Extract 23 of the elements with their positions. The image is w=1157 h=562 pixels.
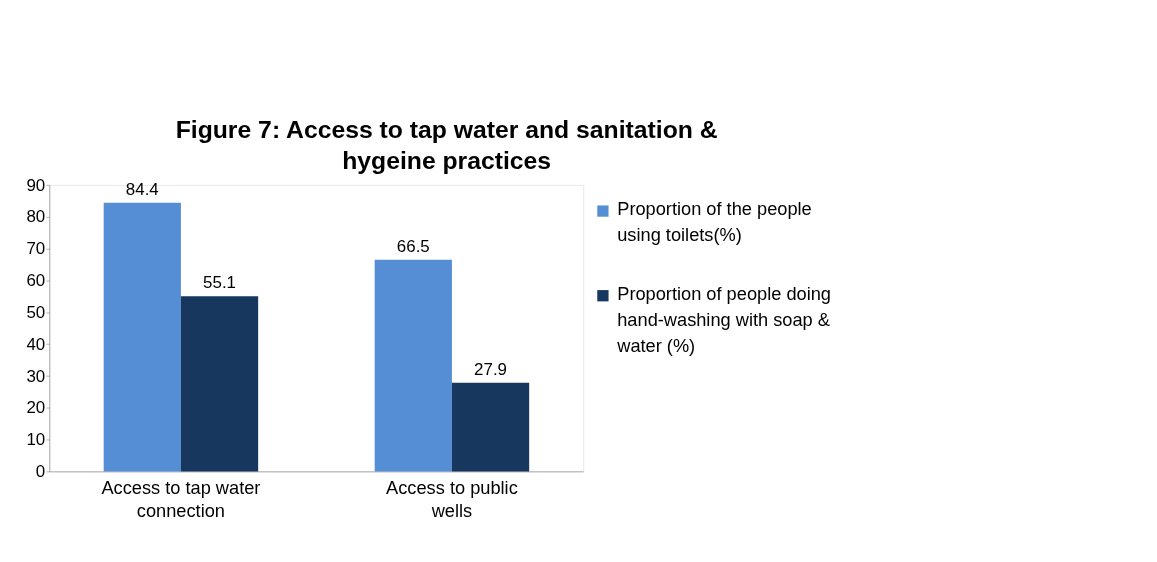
y-tick-label: 40 [26, 334, 46, 354]
data-label: 66.5 [396, 237, 430, 257]
x-tick-label: Access to tap water connection [101, 476, 261, 522]
x-tick-label: Access to public wells [386, 476, 518, 522]
bar [374, 259, 452, 472]
chart-title: Figure 7: Access to tap water and sanitation & hygeine practices [175, 115, 718, 174]
y-tick-label: 60 [26, 271, 46, 291]
bar [451, 382, 530, 472]
y-tick-label: 20 [26, 398, 46, 418]
legend-label: Proportion of people doing hand-washing with soap & water (%) [616, 282, 831, 356]
data-label: 55.1 [203, 273, 236, 293]
y-tick-label: 10 [26, 430, 46, 450]
y-tick-label: 70 [26, 239, 46, 259]
y-tick-label: 90 [26, 175, 46, 195]
bar [180, 296, 259, 472]
legend-label: Proportion of the people using toilets(%) [617, 198, 812, 246]
y-tick-label: 50 [26, 302, 46, 322]
bar [103, 202, 181, 472]
data-label: 84.4 [125, 180, 159, 200]
y-tick-label: 80 [26, 207, 46, 227]
data-label: 27.9 [474, 359, 508, 379]
y-tick-label: 0 [35, 462, 46, 482]
y-tick-label: 30 [26, 366, 46, 386]
